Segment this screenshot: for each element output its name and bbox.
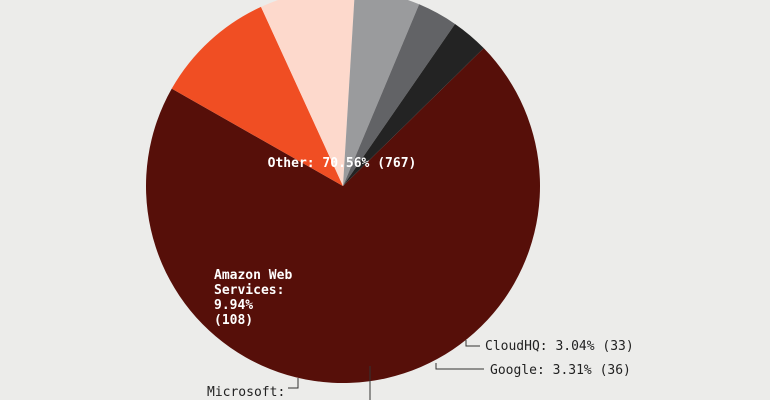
slice-amazon-web-services [171, 6, 343, 186]
label-cloudhq: CloudHQ: 3.04% (33) [485, 339, 634, 354]
slice-cloudhq [343, 23, 484, 187]
label-aws-line3: 9.94% [214, 298, 253, 313]
slice-microsoft [260, 0, 355, 186]
leader-cloudhq [465, 340, 480, 347]
label-google: Google: 3.31% (36) [490, 363, 631, 378]
label-aws-line2: Services: [214, 283, 284, 298]
slice-other [146, 48, 541, 384]
slice-unlabeled [343, 0, 420, 186]
leader-microsoft [288, 378, 299, 389]
leader-lines [288, 340, 484, 400]
slice-google [343, 4, 456, 187]
label-aws-line1: Amazon Web [214, 268, 292, 283]
label-microsoft: Microsoft: [207, 385, 285, 400]
label-other: Other: 70.56% (767) [268, 156, 417, 171]
pie-slices [146, 0, 541, 384]
leader-google [435, 363, 484, 370]
label-aws-line4: (108) [214, 313, 253, 328]
